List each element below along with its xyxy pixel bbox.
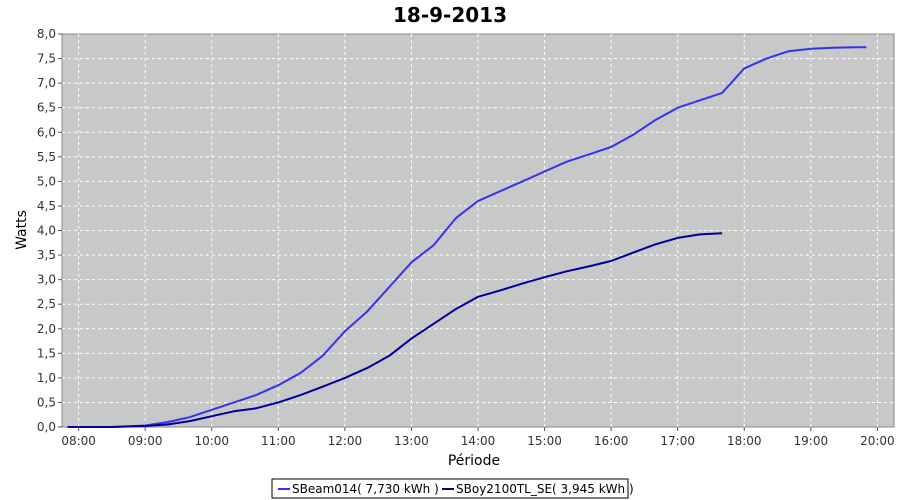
x-tick-label: 15:00	[527, 434, 562, 448]
y-tick-label: 6,0	[37, 125, 56, 139]
y-tick-label: 2,5	[37, 297, 56, 311]
y-tick-label: 1,0	[37, 371, 56, 385]
x-tick-label: 08:00	[61, 434, 96, 448]
x-tick-label: 14:00	[461, 434, 496, 448]
x-tick-label: 16:00	[594, 434, 629, 448]
x-tick-label: 12:00	[328, 434, 363, 448]
y-tick-label: 5,5	[37, 150, 56, 164]
x-tick-label: 10:00	[194, 434, 229, 448]
y-tick-label: 0,0	[37, 420, 56, 434]
y-tick-label: 2,0	[37, 322, 56, 336]
y-tick-label: 7,5	[37, 52, 56, 66]
y-axis: 0,0 0,5 1,0 1,5 2,0 2,5 3,0 3,5 4,0 4,5 5,0 5,5 6,0 6…	[37, 27, 62, 434]
x-tick-label: 09:00	[128, 434, 163, 448]
y-tick-label: 1,5	[37, 346, 56, 360]
y-tick-label: 3,5	[37, 248, 56, 262]
legend-label-2: SBoy2100TL_SE( 3,945 kWh )	[456, 482, 634, 496]
legend: SBeam014( 7,730 kWh ) SBoy2100TL_SE( 3,94…	[271, 478, 634, 499]
y-tick-label: 6,5	[37, 101, 56, 115]
x-tick-label: 13:00	[394, 434, 429, 448]
y-axis-label: Watts	[14, 210, 30, 250]
series-lines	[67, 46, 867, 428]
x-tick-label: 17:00	[660, 434, 695, 448]
y-tick-label: 5,0	[37, 174, 56, 188]
series-line-2	[67, 232, 723, 428]
y-tick-label: 8,0	[37, 27, 56, 41]
x-axis-label: Période	[448, 453, 500, 469]
y-tick-label: 4,0	[37, 224, 56, 238]
x-tick-label: 20:00	[860, 434, 895, 448]
x-tick-label: 11:00	[261, 434, 296, 448]
chart-title: 18-9-2013	[393, 3, 507, 27]
y-tick-label: 4,5	[37, 199, 56, 213]
y-tick-label: 3,0	[37, 273, 56, 287]
x-tick-label: 19:00	[794, 434, 829, 448]
x-axis: 08:00 09:00 10:00 11:00 12:00 13:00 14:00 15:00…	[61, 427, 895, 448]
legend-label-1: SBeam014( 7,730 kWh )	[292, 482, 439, 496]
y-tick-label: 7,0	[37, 76, 56, 90]
y-tick-label: 0,5	[37, 395, 56, 409]
series-line-1	[67, 46, 867, 428]
grid-lines	[62, 34, 894, 427]
x-tick-label: 18:00	[727, 434, 762, 448]
